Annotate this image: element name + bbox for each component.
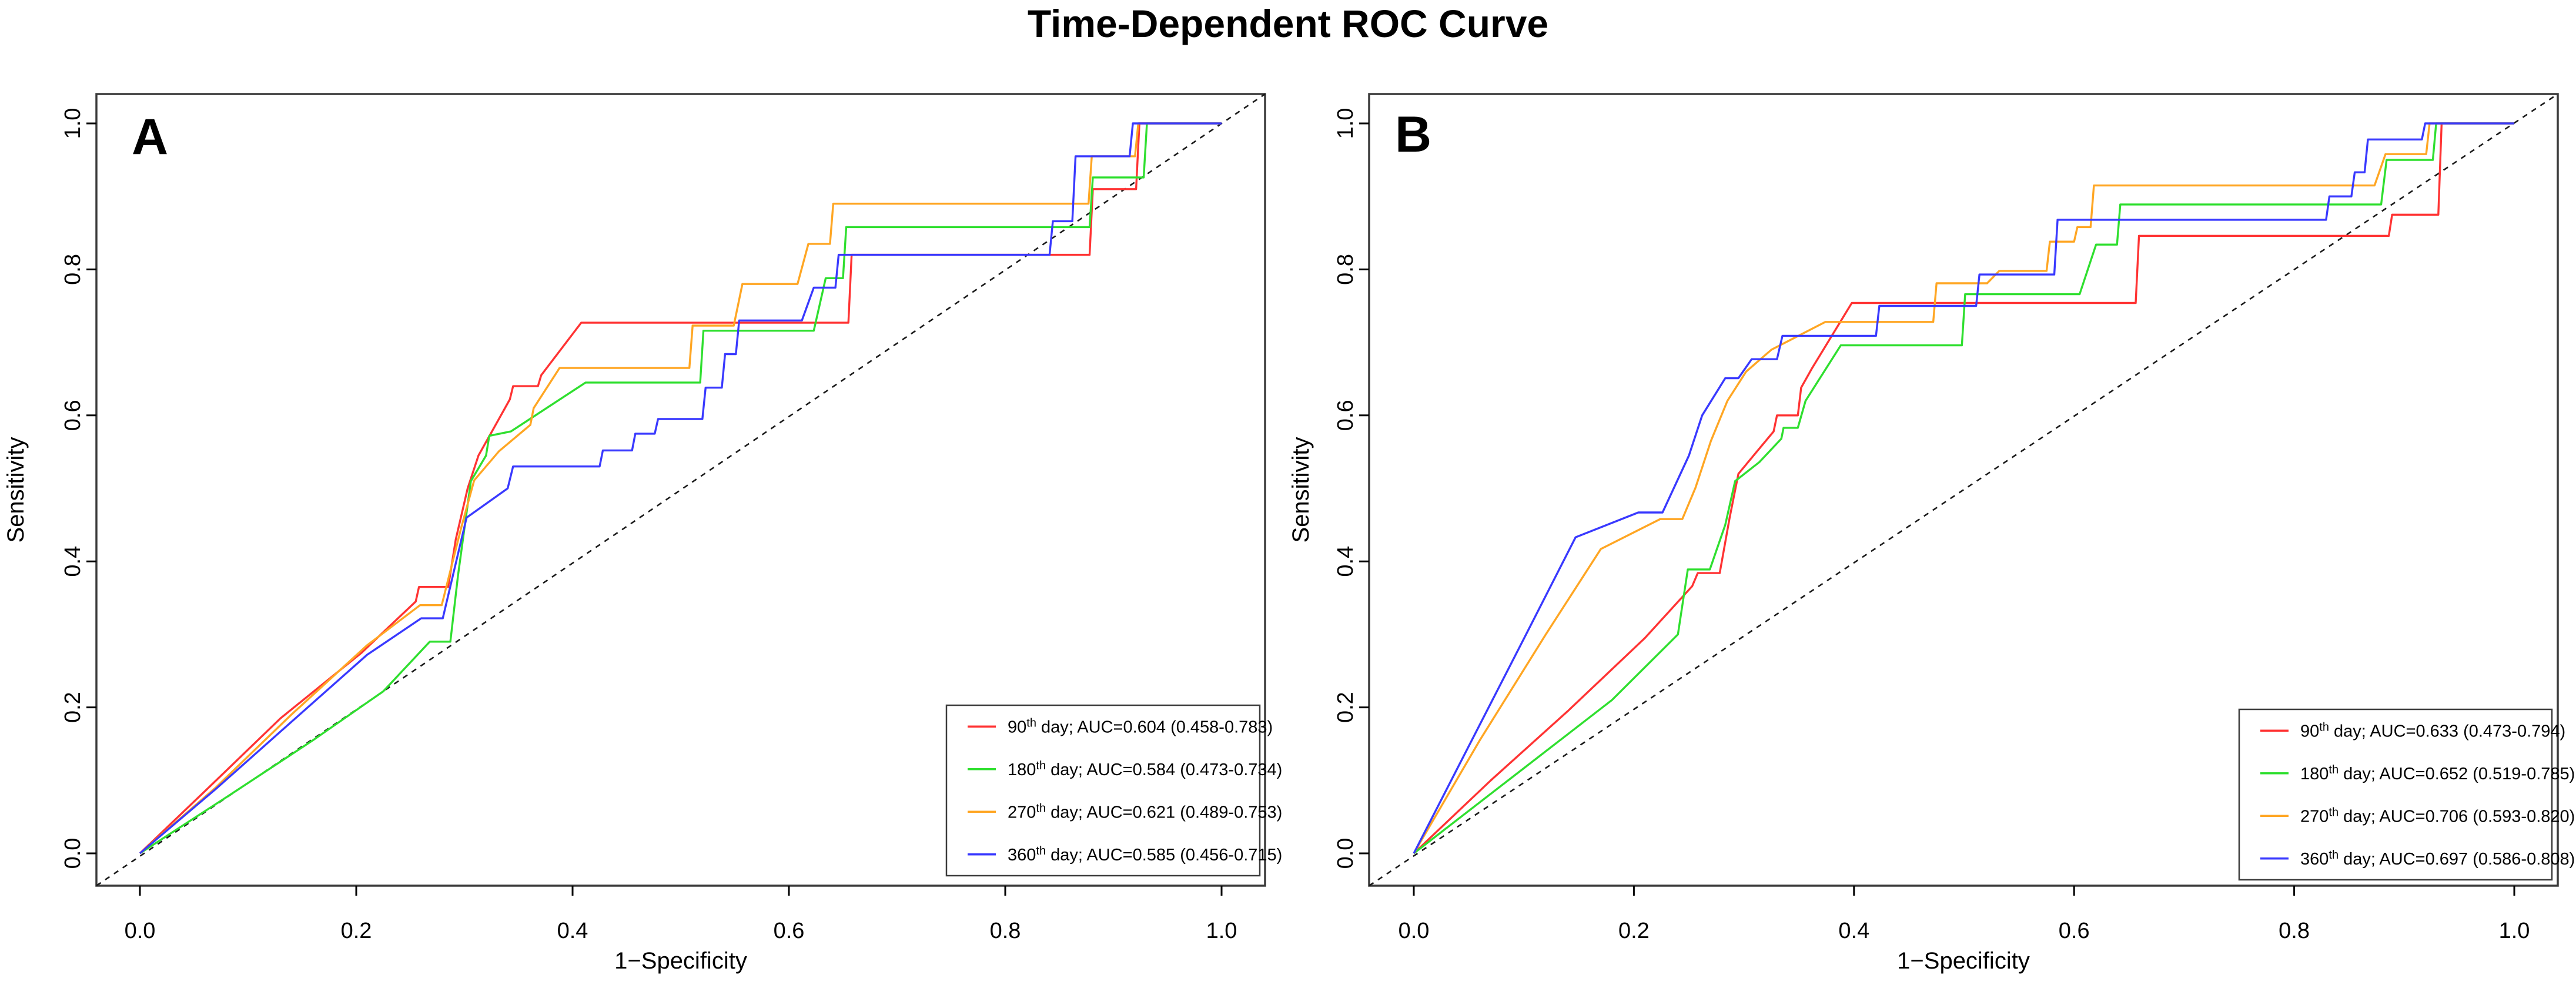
- x-axis-tick-label: 0.2: [1618, 919, 1650, 943]
- y-axis-tick-label: 0.8: [61, 254, 85, 285]
- legend-label-180th-day: 180th day; AUC=0.584 (0.473-0.734): [1008, 759, 1282, 779]
- y-axis-tick-label: 0.8: [1333, 254, 1358, 285]
- roc-curve-360th-day: [1413, 122, 2514, 854]
- roc-curve-360th-day: [139, 122, 1222, 855]
- x-axis-tick-label: 0.4: [557, 919, 588, 943]
- legend-label-360th-day: 360th day; AUC=0.585 (0.456-0.715): [1008, 845, 1282, 865]
- x-axis-tick-label: 0.6: [2059, 919, 2090, 943]
- figure-title: Time-Dependent ROC Curve: [1027, 2, 1549, 45]
- x-axis-tick-label: 0.6: [774, 919, 805, 943]
- legend-box: [945, 704, 1261, 877]
- roc-curve-90th-day: [1413, 122, 2514, 855]
- legend-a: 90th day; AUC=0.604 (0.458-0.783) 180th d…: [945, 704, 1282, 877]
- legend-label-90th-day: 90th day; AUC=0.604 (0.458-0.783): [1008, 716, 1273, 736]
- y-axis-tick-label: 0.2: [61, 692, 85, 723]
- legend-b: 90th day; AUC=0.633 (0.473-0.794) 180th d…: [2238, 708, 2575, 881]
- y-axis-tick-label: 0.4: [61, 546, 85, 577]
- roc-curve-180th-day: [139, 122, 1222, 855]
- y-axis-tick-label: 0.0: [61, 838, 85, 869]
- panel-letter-a: A: [132, 109, 168, 165]
- plot-border: [1368, 93, 2559, 887]
- y-axis-title: Sensitivity: [1288, 437, 1314, 542]
- roc-curve-180th-day: [1413, 122, 2514, 855]
- legend-label-90th-day: 90th day; AUC=0.633 (0.473-0.794): [2300, 721, 2565, 741]
- y-axis-tick-label: 0.6: [61, 400, 85, 431]
- legend-label-180th-day: 180th day; AUC=0.652 (0.519-0.785): [2300, 763, 2575, 783]
- y-axis-tick-label: 0.6: [1333, 400, 1358, 431]
- x-axis-title: 1−Specificity: [1897, 948, 2030, 974]
- x-axis-tick-label: 0.0: [1399, 919, 1430, 943]
- x-axis-tick-label: 0.2: [341, 919, 372, 943]
- legend-label-270th-day: 270th day; AUC=0.621 (0.489-0.753): [1008, 802, 1282, 822]
- roc-curve-90th-day: [139, 122, 1222, 855]
- x-axis-tick-label: 1.0: [2499, 919, 2530, 943]
- x-axis-tick-label: 0.4: [1838, 919, 1869, 943]
- roc-curve-270th-day: [139, 122, 1222, 855]
- legend-label-360th-day: 360th day; AUC=0.697 (0.586-0.808): [2300, 849, 2575, 869]
- x-axis-tick-label: 0.8: [990, 919, 1021, 943]
- x-axis-title: 1−Specificity: [614, 948, 747, 974]
- y-axis-tick-label: 1.0: [61, 108, 85, 139]
- panel-a: 0.0 0.0 0.2 0.2 0.4 0.4 0.6 0.6 0.8 0.8 1.0 1.0 1−Sp…: [3, 93, 1282, 974]
- x-axis-tick-label: 1.0: [1206, 919, 1237, 943]
- legend-label-270th-day: 270th day; AUC=0.706 (0.593-0.820): [2300, 806, 2575, 826]
- x-axis-tick-label: 0.0: [125, 919, 156, 943]
- y-axis-tick-label: 0.0: [1333, 838, 1358, 869]
- y-axis-title: Sensitivity: [3, 437, 29, 542]
- roc-curve-270th-day: [1413, 122, 2514, 854]
- y-axis-tick-label: 0.2: [1333, 692, 1358, 723]
- roc-plot-b: 0.0 0.0 0.2 0.2 0.4 0.4 0.6 0.6 0.8 0.8 1.0 1.0 1−Sp…: [1288, 93, 2575, 974]
- panel-b: 0.0 0.0 0.2 0.2 0.4 0.4 0.6 0.6 0.8 0.8 1.0 1.0 1−Sp…: [1288, 0, 2576, 985]
- plot-border: [95, 93, 1266, 887]
- roc-plot-a: 0.0 0.0 0.2 0.2 0.4 0.4 0.6 0.6 0.8 0.8 1.0 1.0 1−Sp…: [3, 93, 1282, 974]
- panel-letter-b: B: [1395, 106, 1431, 163]
- legend-box: [2238, 708, 2553, 881]
- x-axis-tick-label: 0.8: [2279, 919, 2310, 943]
- y-axis-tick-label: 1.0: [1333, 108, 1358, 139]
- diagonal-reference-line: [1369, 93, 2558, 887]
- y-axis-tick-label: 0.4: [1333, 546, 1358, 577]
